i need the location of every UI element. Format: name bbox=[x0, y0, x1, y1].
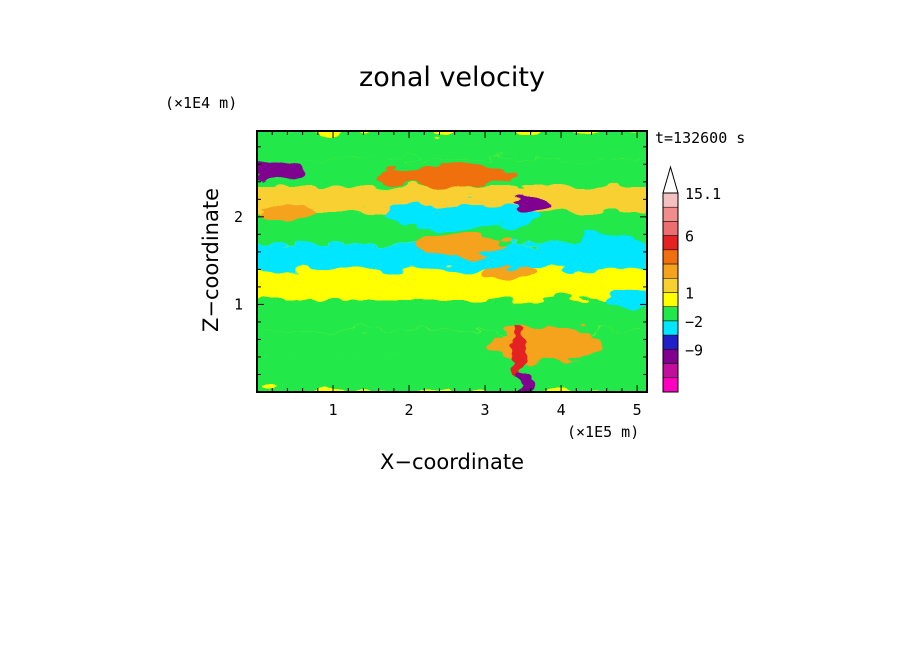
colorbar-swatch bbox=[662, 363, 679, 379]
colorbar-swatch bbox=[662, 221, 679, 236]
colorbar-swatch bbox=[662, 249, 679, 265]
x-unit-label: (×1E5 m) bbox=[567, 423, 639, 441]
colorbar-label: −9 bbox=[685, 341, 703, 359]
plot-axes: 1 2 3 4 5 1 2 bbox=[234, 130, 648, 419]
colorbar-swatch bbox=[662, 320, 679, 336]
field-feature bbox=[608, 291, 647, 309]
colorbar-swatch bbox=[662, 206, 679, 222]
colorbar-swatch bbox=[662, 278, 679, 293]
colorbar-label: 6 bbox=[685, 228, 694, 246]
colorbar-swatch bbox=[662, 349, 679, 364]
plot-frame bbox=[256, 130, 648, 393]
colorbar-swatch bbox=[662, 192, 679, 208]
x-tick-label: 4 bbox=[557, 401, 566, 419]
y-tick-label: 1 bbox=[234, 295, 243, 313]
colorbar-label: −2 bbox=[685, 313, 703, 331]
colorbar-arrow bbox=[662, 165, 679, 194]
time-label: t=132600 s bbox=[655, 129, 745, 147]
field-feature bbox=[257, 158, 307, 180]
y-axis-label: Z−coordinate bbox=[199, 188, 223, 332]
colorbar-swatch bbox=[662, 263, 679, 279]
field-feature bbox=[517, 370, 530, 392]
field-band bbox=[257, 269, 647, 301]
colorbar: 15.1 6 1 −2 −9 bbox=[662, 165, 721, 393]
field-band bbox=[257, 356, 647, 392]
colorbar-swatch bbox=[662, 235, 679, 251]
field-band bbox=[257, 300, 647, 331]
x-tick-label: 5 bbox=[633, 401, 642, 419]
field-feature bbox=[481, 266, 535, 281]
y-tick-label: 2 bbox=[234, 208, 243, 226]
field-feature bbox=[378, 165, 516, 187]
x-axis-label: X−coordinate bbox=[380, 450, 524, 474]
colorbar-swatch bbox=[662, 377, 679, 393]
colorbar-swatch bbox=[662, 306, 679, 322]
y-unit-label: (×1E4 m) bbox=[165, 94, 237, 112]
colorbar-frame bbox=[662, 192, 679, 393]
colorbar-swatch bbox=[662, 334, 679, 350]
x-tick-label: 3 bbox=[481, 401, 490, 419]
x-tick-label: 1 bbox=[329, 401, 338, 419]
field-feature bbox=[572, 232, 641, 254]
field-feature bbox=[416, 234, 508, 256]
field-feature bbox=[511, 198, 550, 209]
chart-title: zonal velocity bbox=[359, 62, 545, 93]
field-structures bbox=[257, 131, 647, 392]
colorbar-swatch bbox=[662, 292, 679, 307]
colorbar-label: 15.1 bbox=[685, 185, 721, 203]
contour-field bbox=[257, 131, 647, 392]
field-feature bbox=[511, 326, 527, 379]
field-band bbox=[257, 131, 647, 160]
field-feature bbox=[272, 243, 334, 261]
colorbar-label: 1 bbox=[685, 285, 694, 303]
field-feature bbox=[386, 201, 539, 230]
field-feature bbox=[260, 204, 315, 221]
field-feature bbox=[488, 324, 603, 364]
x-tick-label: 2 bbox=[405, 401, 414, 419]
